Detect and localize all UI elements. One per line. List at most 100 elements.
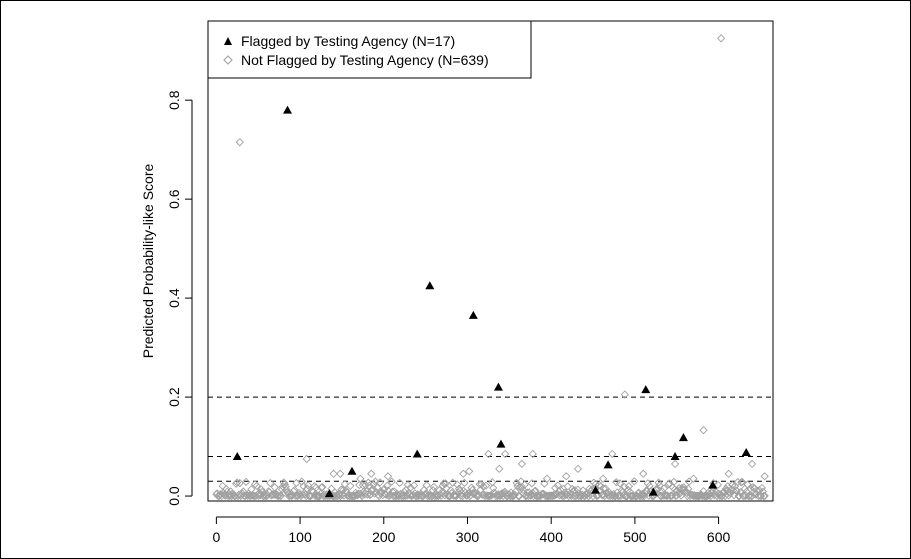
data-point-not-flagged: [568, 484, 577, 494]
legend-box: [207, 20, 532, 79]
data-point-not-flagged: [311, 483, 321, 492]
data-point-not-flagged: [318, 483, 327, 492]
x-axis: 0 100 200 300 400 500 600: [212, 516, 730, 545]
x-tick-label: 0: [212, 529, 220, 545]
data-point-not-flagged: [459, 469, 468, 478]
data-point-not-flagged: [288, 491, 297, 500]
data-point-not-flagged: [446, 486, 456, 495]
data-point-not-flagged: [276, 491, 285, 501]
not-flagged-points: [212, 34, 769, 501]
data-point-not-flagged: [713, 480, 723, 490]
data-point-not-flagged: [518, 485, 527, 494]
data-point-not-flagged: [643, 479, 652, 488]
data-point-not-flagged: [608, 449, 617, 459]
data-point-not-flagged: [558, 491, 567, 500]
data-point-not-flagged: [512, 478, 521, 488]
data-point-not-flagged: [363, 490, 372, 499]
data-point-not-flagged: [488, 478, 497, 487]
y-tick-label: 0.8: [166, 90, 182, 110]
data-point-not-flagged: [467, 483, 476, 492]
data-point-not-flagged: [329, 469, 338, 478]
data-point-not-flagged: [273, 491, 282, 500]
data-point-not-flagged: [285, 491, 295, 500]
data-point-not-flagged: [507, 491, 517, 501]
threshold-lines: [208, 396, 773, 482]
data-point-not-flagged: [359, 487, 368, 496]
data-point-not-flagged: [383, 481, 392, 490]
data-point-flagged: [232, 451, 242, 460]
data-point-flagged: [496, 439, 506, 448]
data-point-not-flagged: [279, 478, 288, 487]
data-point-not-flagged: [720, 491, 730, 501]
data-point-not-flagged: [364, 478, 373, 487]
data-point-not-flagged: [241, 477, 251, 486]
data-point-not-flagged: [230, 491, 239, 501]
data-point-flagged: [347, 466, 357, 475]
data-point-not-flagged: [758, 487, 767, 496]
data-point-not-flagged: [684, 484, 693, 493]
data-point-not-flagged: [399, 491, 408, 501]
legend-marker-flagged: [224, 37, 232, 45]
data-point-not-flagged: [716, 34, 726, 43]
data-point-flagged: [678, 433, 688, 442]
data-point-not-flagged: [438, 481, 448, 490]
data-point-not-flagged: [271, 490, 280, 499]
data-point-not-flagged: [586, 490, 595, 500]
data-point-not-flagged: [632, 491, 642, 501]
x-tick-label: 200: [372, 529, 396, 545]
data-point-not-flagged: [457, 488, 466, 498]
data-point-flagged: [648, 487, 658, 496]
data-point-not-flagged: [705, 489, 714, 499]
data-point-not-flagged: [621, 491, 630, 501]
data-point-not-flagged: [294, 491, 303, 500]
data-point-not-flagged: [418, 491, 427, 501]
data-point-not-flagged: [406, 483, 415, 492]
data-point-not-flagged: [741, 491, 750, 500]
data-point-not-flagged: [383, 472, 393, 481]
data-point-not-flagged: [448, 478, 457, 487]
legend-marker-not-flagged: [223, 55, 233, 65]
data-point-not-flagged: [356, 474, 365, 483]
data-point-not-flagged: [759, 491, 768, 501]
data-point-not-flagged: [475, 480, 484, 489]
data-point-flagged: [468, 310, 478, 319]
data-point-not-flagged: [754, 491, 763, 501]
data-point-flagged: [591, 485, 601, 494]
data-point-not-flagged: [495, 464, 504, 473]
data-point-not-flagged: [484, 491, 493, 500]
data-point-not-flagged: [528, 449, 537, 459]
y-tick-label: 0.6: [166, 189, 182, 209]
data-point-not-flagged: [276, 491, 286, 500]
data-point-not-flagged: [573, 464, 583, 473]
data-point-not-flagged: [747, 459, 757, 469]
y-tick-label: 0.0: [166, 486, 182, 506]
data-point-not-flagged: [453, 480, 462, 489]
data-point-not-flagged: [336, 469, 345, 478]
data-point-not-flagged: [517, 482, 527, 492]
data-point-not-flagged: [422, 481, 431, 490]
data-point-not-flagged: [346, 481, 355, 491]
data-point-not-flagged: [654, 478, 663, 487]
data-point-not-flagged: [222, 484, 231, 494]
data-point-not-flagged: [694, 491, 704, 501]
data-point-not-flagged: [355, 480, 364, 490]
data-point-not-flagged: [274, 491, 283, 500]
data-point-not-flagged: [235, 138, 244, 147]
data-point-not-flagged: [217, 491, 226, 501]
plot-area: [207, 20, 774, 502]
data-point-not-flagged: [387, 477, 396, 486]
data-point-not-flagged: [501, 449, 510, 459]
data-point-not-flagged: [378, 491, 387, 500]
data-point-not-flagged: [655, 481, 664, 490]
data-point-not-flagged: [291, 491, 300, 500]
data-point-not-flagged: [760, 491, 769, 501]
flagged-points: [232, 105, 751, 498]
data-point-not-flagged: [330, 488, 340, 497]
data-point-not-flagged: [299, 482, 308, 491]
data-point-not-flagged: [520, 480, 529, 489]
data-point-not-flagged: [563, 482, 572, 491]
data-point-flagged: [425, 281, 435, 290]
data-point-not-flagged: [598, 474, 608, 483]
data-point-not-flagged: [724, 469, 733, 478]
data-point-not-flagged: [232, 478, 242, 487]
